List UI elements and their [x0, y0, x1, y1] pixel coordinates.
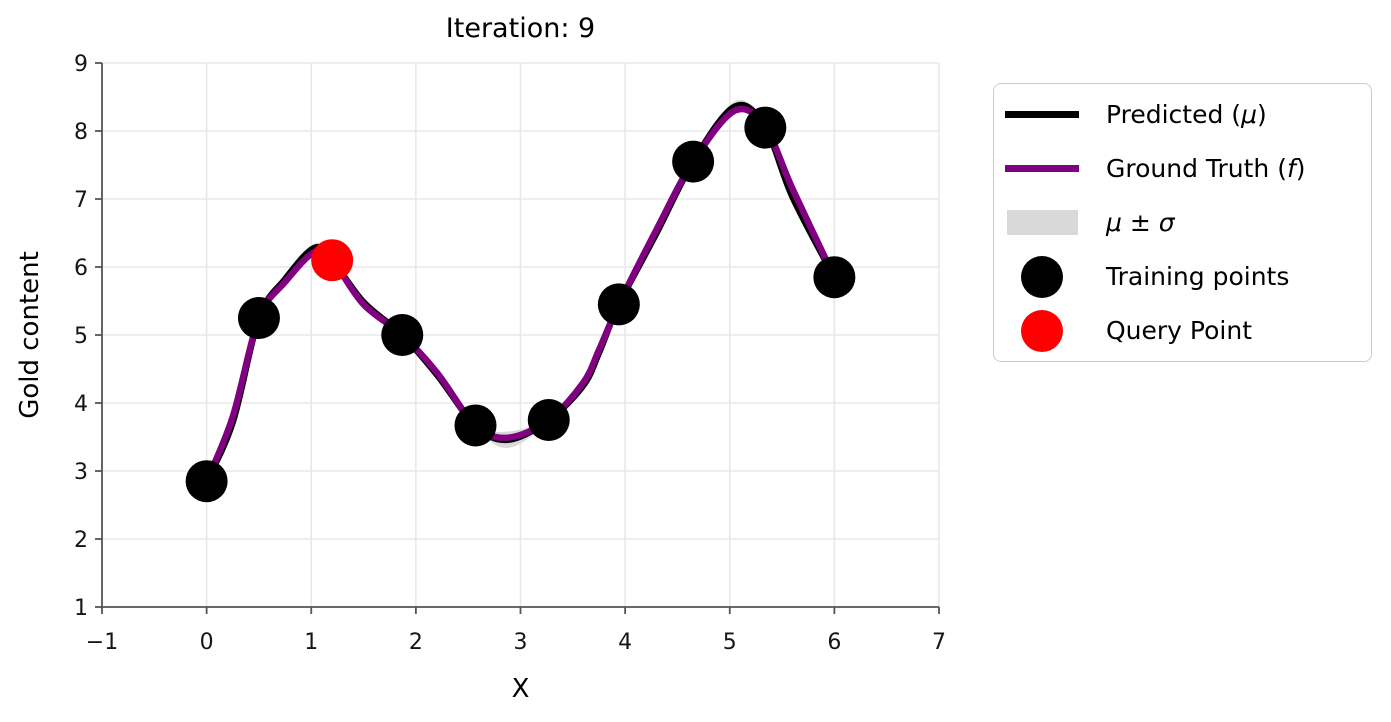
y-tick-label: 8	[74, 120, 88, 145]
x-tick-label: 1	[304, 630, 318, 655]
chart-title: Iteration: 9	[445, 13, 596, 44]
legend-swatch-predicted	[1005, 110, 1079, 118]
x-tick-label: 4	[618, 630, 632, 655]
y-axis-label: Gold content	[15, 251, 45, 419]
legend-swatch-training	[1005, 255, 1079, 298]
legend-label-training-points: Training points	[1106, 262, 1290, 292]
training-point-marker	[237, 297, 280, 339]
y-tick-label: 9	[74, 52, 88, 77]
ground-truth-line	[203, 105, 838, 485]
legend-label-predicted: Predicted (μ)	[1106, 99, 1267, 129]
y-tick-label: 1	[74, 596, 88, 621]
legend-item-ground-truth: Ground Truth (f)	[994, 141, 1371, 195]
training-point-swatch	[1021, 255, 1063, 298]
y-tick-label: 3	[74, 460, 88, 485]
x-tick-label: 5	[723, 630, 737, 655]
training-point-marker	[672, 140, 715, 183]
ground-truth-line-swatch	[1005, 164, 1079, 172]
x-tick-label: −1	[86, 630, 118, 655]
legend-swatch-query	[1005, 309, 1079, 352]
training-point-marker	[813, 256, 856, 299]
x-tick-label: 2	[409, 630, 423, 655]
training-point-marker	[597, 283, 640, 326]
legend-item-training-points: Training points	[994, 250, 1371, 304]
x-axis-label: X	[511, 674, 530, 704]
legend-label-ground-truth: Ground Truth (f)	[1106, 153, 1306, 183]
predicted-line-swatch	[1005, 110, 1079, 118]
legend-swatch-ground-truth	[1005, 164, 1079, 172]
legend-swatch-band	[1005, 209, 1079, 235]
training-point-marker	[381, 314, 424, 356]
y-tick-label: 4	[74, 392, 88, 417]
legend-item-predicted: Predicted (μ)	[994, 87, 1371, 141]
training-point-marker	[527, 399, 570, 441]
training-point-marker	[744, 106, 787, 149]
legend-label-query-point: Query Point	[1106, 316, 1252, 346]
training-point-marker	[454, 404, 497, 447]
x-tick-label: 0	[200, 630, 214, 655]
x-tick-label: 7	[932, 630, 946, 655]
band-patch-swatch	[1006, 209, 1078, 235]
legend-item-band: μ ± σ	[994, 195, 1371, 249]
legend-item-query-point: Query Point	[994, 304, 1371, 358]
y-tick-label: 6	[74, 256, 88, 281]
query-point-swatch	[1021, 309, 1063, 352]
y-tick-label: 2	[74, 528, 88, 553]
training-point-marker	[185, 460, 228, 503]
x-tick-label: 6	[827, 630, 841, 655]
y-tick-label: 7	[74, 188, 88, 213]
legend: Predicted (μ) Ground Truth (f) μ ± σ Tra…	[993, 83, 1372, 362]
x-tick-label: 3	[514, 630, 528, 655]
legend-label-band: μ ± σ	[1106, 207, 1175, 237]
y-tick-label: 5	[74, 324, 88, 349]
query-point-marker	[311, 239, 354, 282]
